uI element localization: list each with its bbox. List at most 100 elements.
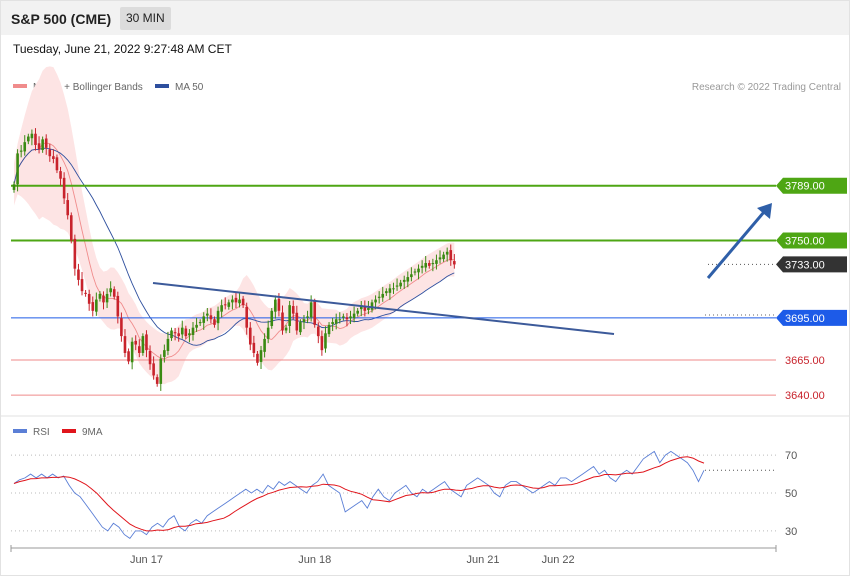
candle (120, 312, 123, 342)
candle (352, 306, 356, 323)
candle (87, 289, 91, 311)
candle (410, 267, 413, 282)
candle (331, 317, 334, 332)
candle (202, 312, 206, 330)
candle (266, 320, 270, 344)
candle (184, 325, 188, 339)
candle (84, 290, 87, 297)
level-label-3640.00: 3640.00 (785, 390, 825, 402)
candle (12, 181, 16, 193)
candle (431, 258, 435, 272)
candle (295, 305, 299, 335)
candle (302, 315, 306, 330)
candle (109, 281, 112, 297)
candle (299, 319, 302, 335)
x-tick-jun-17: Jun 17 (130, 554, 163, 566)
candle (291, 300, 295, 320)
candle (91, 296, 95, 317)
legend-ma50: MA 50 (175, 82, 204, 93)
candle (44, 134, 48, 155)
candle (317, 322, 320, 344)
candle (59, 166, 62, 186)
candle (406, 271, 410, 288)
candle (19, 144, 23, 158)
candle (281, 305, 284, 335)
rsi-tick-30: 30 (785, 526, 797, 538)
candle (105, 288, 109, 308)
candle (338, 312, 342, 324)
candle (166, 331, 170, 356)
candle (252, 335, 256, 358)
candle (206, 308, 209, 322)
candle (180, 320, 184, 339)
copyright: Research © 2022 Trading Central (692, 82, 841, 93)
candle (145, 330, 148, 358)
candle (334, 313, 338, 330)
candle (256, 351, 259, 366)
candle (95, 292, 98, 316)
x-axis: Jun 17 Jun 18 Jun 21 Jun 22 (10, 545, 777, 566)
candle (80, 272, 84, 296)
candle (116, 291, 120, 324)
candle (449, 244, 453, 266)
candle (349, 310, 352, 325)
candle (213, 316, 216, 328)
candle (248, 322, 252, 351)
candle (148, 345, 152, 370)
candle (62, 172, 66, 204)
candle (259, 345, 263, 369)
candle (420, 260, 424, 274)
candle (223, 297, 227, 310)
candle (231, 295, 234, 310)
candle (173, 327, 177, 341)
level-tag-3733.00 (776, 256, 847, 273)
candle (395, 278, 399, 291)
timeframe-badge[interactable]: 30 MIN (120, 7, 171, 30)
candle (123, 329, 127, 358)
candle (27, 133, 30, 145)
candle (66, 193, 69, 220)
candle (324, 326, 327, 353)
candle (130, 337, 134, 370)
candle (188, 329, 191, 343)
candle (306, 310, 309, 324)
candle (442, 251, 445, 262)
candle (370, 299, 374, 313)
candle (227, 299, 231, 310)
level-label-3733.00: 3733.00 (785, 259, 825, 271)
moving-averages (13, 142, 455, 360)
level-label-3665.00: 3665.00 (785, 355, 825, 367)
candle (392, 282, 395, 294)
rsi-panel: 70 50 30 (11, 450, 797, 540)
candle (413, 268, 417, 276)
candle (363, 300, 367, 317)
candle (34, 128, 37, 151)
candle (274, 295, 277, 319)
candle (127, 348, 130, 365)
candle (69, 212, 73, 244)
instrument-title: S&P 500 (CME) (11, 11, 112, 27)
candle (98, 291, 102, 302)
x-tick-jun-21: Jun 21 (466, 554, 499, 566)
candle (356, 308, 359, 317)
candle (288, 300, 291, 334)
candle (381, 286, 385, 302)
level-tag-3750.00 (776, 232, 847, 249)
bollinger-fill (14, 66, 455, 385)
candle (23, 135, 27, 156)
ma20-line (13, 142, 455, 360)
legend-ma50-swatch (155, 84, 169, 88)
candle (399, 279, 402, 290)
rsi-ma-line (13, 456, 705, 532)
candle (52, 149, 55, 164)
candle (377, 291, 381, 304)
candle (134, 335, 138, 351)
candle (30, 129, 34, 146)
candle (270, 308, 274, 329)
level-label-3789.00: 3789.00 (785, 181, 825, 193)
trend-line (152, 282, 615, 335)
candle (245, 302, 248, 335)
candle (388, 284, 392, 300)
candle (342, 313, 345, 321)
